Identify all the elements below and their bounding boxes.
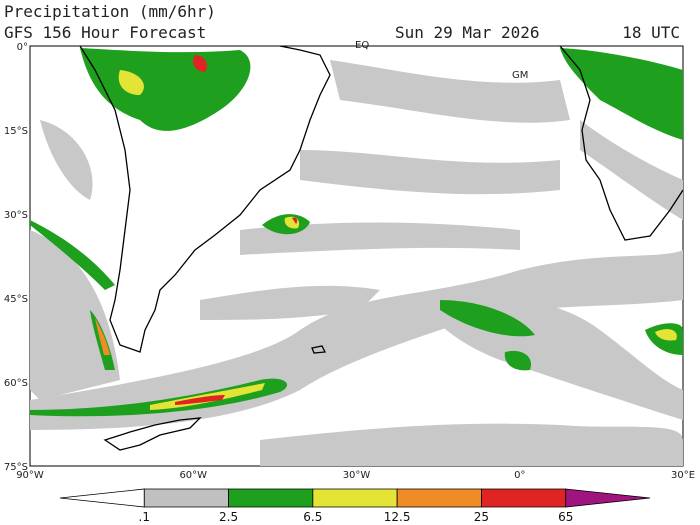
lat-label: 15°S [4,126,28,137]
colorbar-swatch [228,488,314,508]
precip-field [30,48,683,466]
lat-label: 0° [17,42,28,53]
time: 18 UTC [622,23,680,42]
colorbar-label: 2.5 [219,510,238,524]
colorbar: .1 2.5 6.5 12.5 25 65 [59,488,651,524]
lon-label: 60°W [179,470,207,481]
lat-label: 30°S [4,210,28,221]
lon-label: 30°E [671,470,695,481]
subtitle: GFS 156 Hour Forecast [4,23,206,42]
colorbar-swatch [396,488,482,508]
lat-label: 75°S [4,462,28,473]
place-label: GM [512,70,528,81]
colorbar-label: 12.5 [384,510,411,524]
colorbar-swatch [143,488,229,508]
map [29,45,684,467]
lon-label: 0° [514,470,525,481]
colorbar-swatch [481,488,567,508]
colorbar-label: .1 [139,510,150,524]
colorbar-swatch [59,488,145,508]
colorbar-label: 65 [558,510,573,524]
title: Precipitation (mm/6hr) [4,2,216,21]
date: Sun 29 Mar 2026 [395,23,540,42]
colorbar-label: 6.5 [303,510,322,524]
colorbar-swatch [312,488,398,508]
coastlines [79,46,683,451]
lon-label: 90°W [16,470,44,481]
lat-label: 60°S [4,378,28,389]
place-label: EQ [355,40,369,51]
lon-label: 30°W [343,470,371,481]
colorbar-label: 25 [474,510,489,524]
lat-label: 45°S [4,294,28,305]
colorbar-swatch [565,488,651,508]
